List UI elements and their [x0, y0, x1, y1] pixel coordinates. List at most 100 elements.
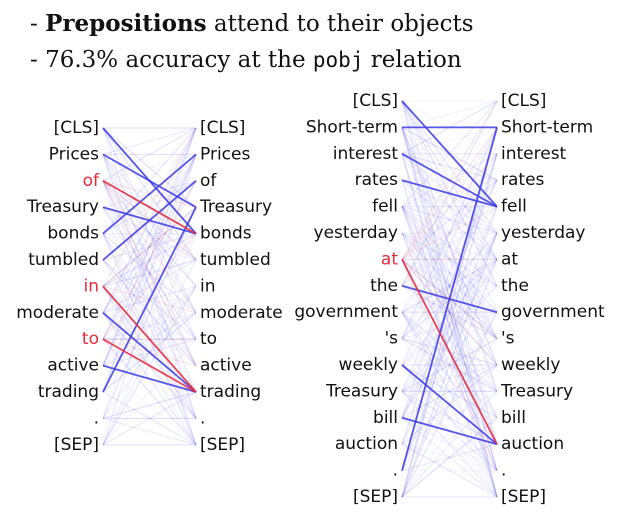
attention-line	[401, 364, 498, 392]
token-label-right: yesterday	[501, 223, 585, 243]
attention-line	[401, 232, 498, 445]
attention-line	[401, 100, 498, 234]
attention-line	[401, 232, 498, 260]
token-label-right: auction	[501, 434, 564, 454]
attention-line	[401, 232, 498, 392]
attention-line	[102, 259, 197, 366]
strong-attention-line	[102, 180, 197, 261]
preposition-attention-line	[102, 180, 197, 314]
strong-attention-line	[401, 364, 498, 445]
attention-line	[401, 127, 498, 498]
right-attention-lines	[401, 100, 498, 498]
attention-line	[401, 338, 498, 392]
left-attention-lines	[102, 127, 197, 446]
token-label-left: 's	[384, 329, 398, 349]
attention-line	[401, 259, 498, 419]
attention-line	[102, 127, 197, 182]
attention-line	[102, 154, 197, 314]
attention-line	[401, 206, 498, 287]
token-label-right: Treasury	[199, 197, 272, 217]
attention-line	[401, 206, 498, 419]
preposition-attention-line	[401, 258, 498, 340]
preposition-attention-line	[102, 338, 197, 393]
attention-line	[401, 258, 498, 366]
attention-line	[401, 153, 498, 181]
bullet-text-start: - 76.3% accuracy at the	[30, 47, 313, 73]
attention-line	[401, 364, 498, 472]
attention-line	[401, 127, 498, 366]
attention-line	[401, 153, 498, 260]
attention-line	[401, 443, 498, 472]
attention-line	[102, 154, 197, 366]
token-label-left: yesterday	[314, 223, 398, 243]
attention-line	[401, 206, 498, 260]
token-label-left: weekly	[339, 355, 398, 375]
attention-line	[401, 206, 498, 419]
attention-line	[401, 206, 498, 471]
attention-line	[401, 285, 498, 392]
token-label-left: moderate	[16, 303, 99, 323]
attention-line	[401, 127, 498, 339]
token-label-right: fell	[501, 197, 527, 217]
attention-line	[401, 232, 498, 340]
token-label-left: the	[370, 276, 398, 296]
strong-attention-line	[401, 179, 498, 208]
attention-line	[401, 285, 498, 340]
token-label-right: Treasury	[500, 381, 573, 401]
attention-line	[102, 391, 197, 446]
attention-line	[401, 259, 498, 419]
attention-line	[102, 417, 197, 446]
attention-line	[401, 153, 498, 313]
token-label-left: Treasury	[26, 197, 99, 217]
attention-line	[102, 206, 197, 419]
token-label-left: auction	[335, 434, 398, 454]
attention-line	[401, 232, 498, 419]
attention-line	[401, 179, 498, 339]
token-label-left: tumbled	[28, 250, 99, 270]
token-label-left: bonds	[47, 224, 99, 244]
token-label-left: [SEP]	[353, 487, 398, 507]
token-label-left: active	[47, 356, 99, 376]
attention-line	[401, 390, 498, 498]
attention-line	[401, 179, 498, 234]
attention-line	[401, 153, 498, 498]
token-label-left: Short-term	[306, 117, 398, 137]
attention-line	[401, 127, 498, 287]
attention-line	[401, 206, 498, 339]
attention-line	[102, 206, 197, 366]
attention-line	[401, 311, 498, 419]
attention-line	[401, 179, 498, 392]
attention-line	[401, 153, 498, 471]
attention-line	[401, 443, 498, 472]
attention-line	[401, 311, 498, 340]
attention-line	[102, 233, 197, 261]
bullet-bold-term: Prepositions	[45, 10, 207, 37]
attention-line	[401, 127, 498, 366]
attention-line	[102, 180, 197, 314]
attention-line	[102, 312, 197, 340]
token-label-left: trading	[38, 382, 99, 402]
token-label-left: fell	[372, 197, 398, 217]
token-label-left: in	[84, 276, 100, 296]
token-label-right: rates	[501, 170, 545, 190]
relation-code: pobj	[312, 48, 364, 72]
attention-line	[102, 391, 197, 419]
token-label-right: in	[200, 276, 216, 296]
token-label-left: bill	[373, 408, 398, 428]
attention-line	[401, 311, 498, 471]
preposition-attention-line	[102, 285, 197, 314]
attention-line	[401, 127, 498, 392]
preposition-attention-line	[102, 233, 197, 340]
attention-line	[401, 311, 498, 366]
strong-attention-line	[102, 312, 197, 393]
attention-line	[401, 206, 498, 366]
attention-line	[401, 179, 498, 260]
attention-line	[401, 206, 498, 234]
preposition-attention-line	[401, 259, 498, 445]
attention-line	[102, 285, 197, 367]
token-label-left: [CLS]	[353, 91, 398, 111]
preposition-attention-line	[102, 180, 197, 235]
token-label-right: of	[200, 171, 217, 191]
attention-line	[401, 258, 498, 313]
